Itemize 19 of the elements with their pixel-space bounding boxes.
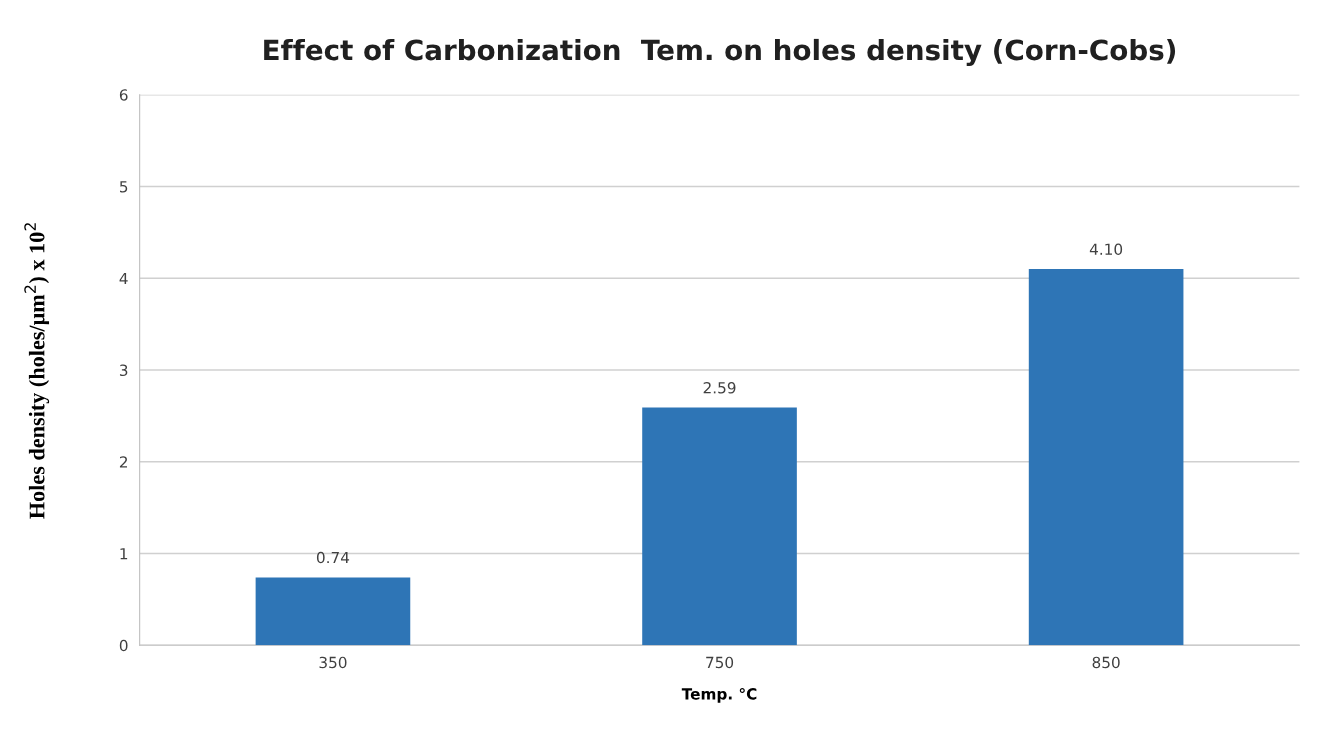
bar [255, 577, 411, 646]
y-tick-label: 6 [119, 89, 128, 101]
data-label: 2.59 [703, 381, 736, 394]
data-label: 0.74 [316, 551, 350, 564]
x-tick-label: 850 [1092, 656, 1120, 669]
y-tick-label: 3 [119, 364, 128, 377]
bar [642, 407, 797, 646]
x-tick-label: 350 [319, 656, 347, 669]
bar [1028, 269, 1184, 646]
y-tick-label: 0 [119, 639, 128, 652]
y-tick-label: 2 [119, 456, 128, 468]
x-axis-title: Temp. °C [681, 688, 757, 703]
y-axis-title: Holes density (holes/μm$^{2}$) x 10$^{2}$ [24, 223, 50, 519]
x-tick-label: 750 [706, 656, 734, 669]
y-tick-label: 4 [119, 272, 128, 285]
data-label: 4.10 [1089, 243, 1123, 255]
y-tick-label: 5 [120, 181, 128, 193]
chart-title: Effect of Carbonization Tem. on holes density (Corn-Cobs) [264, 38, 1176, 66]
y-tick-label: 1 [120, 548, 128, 560]
